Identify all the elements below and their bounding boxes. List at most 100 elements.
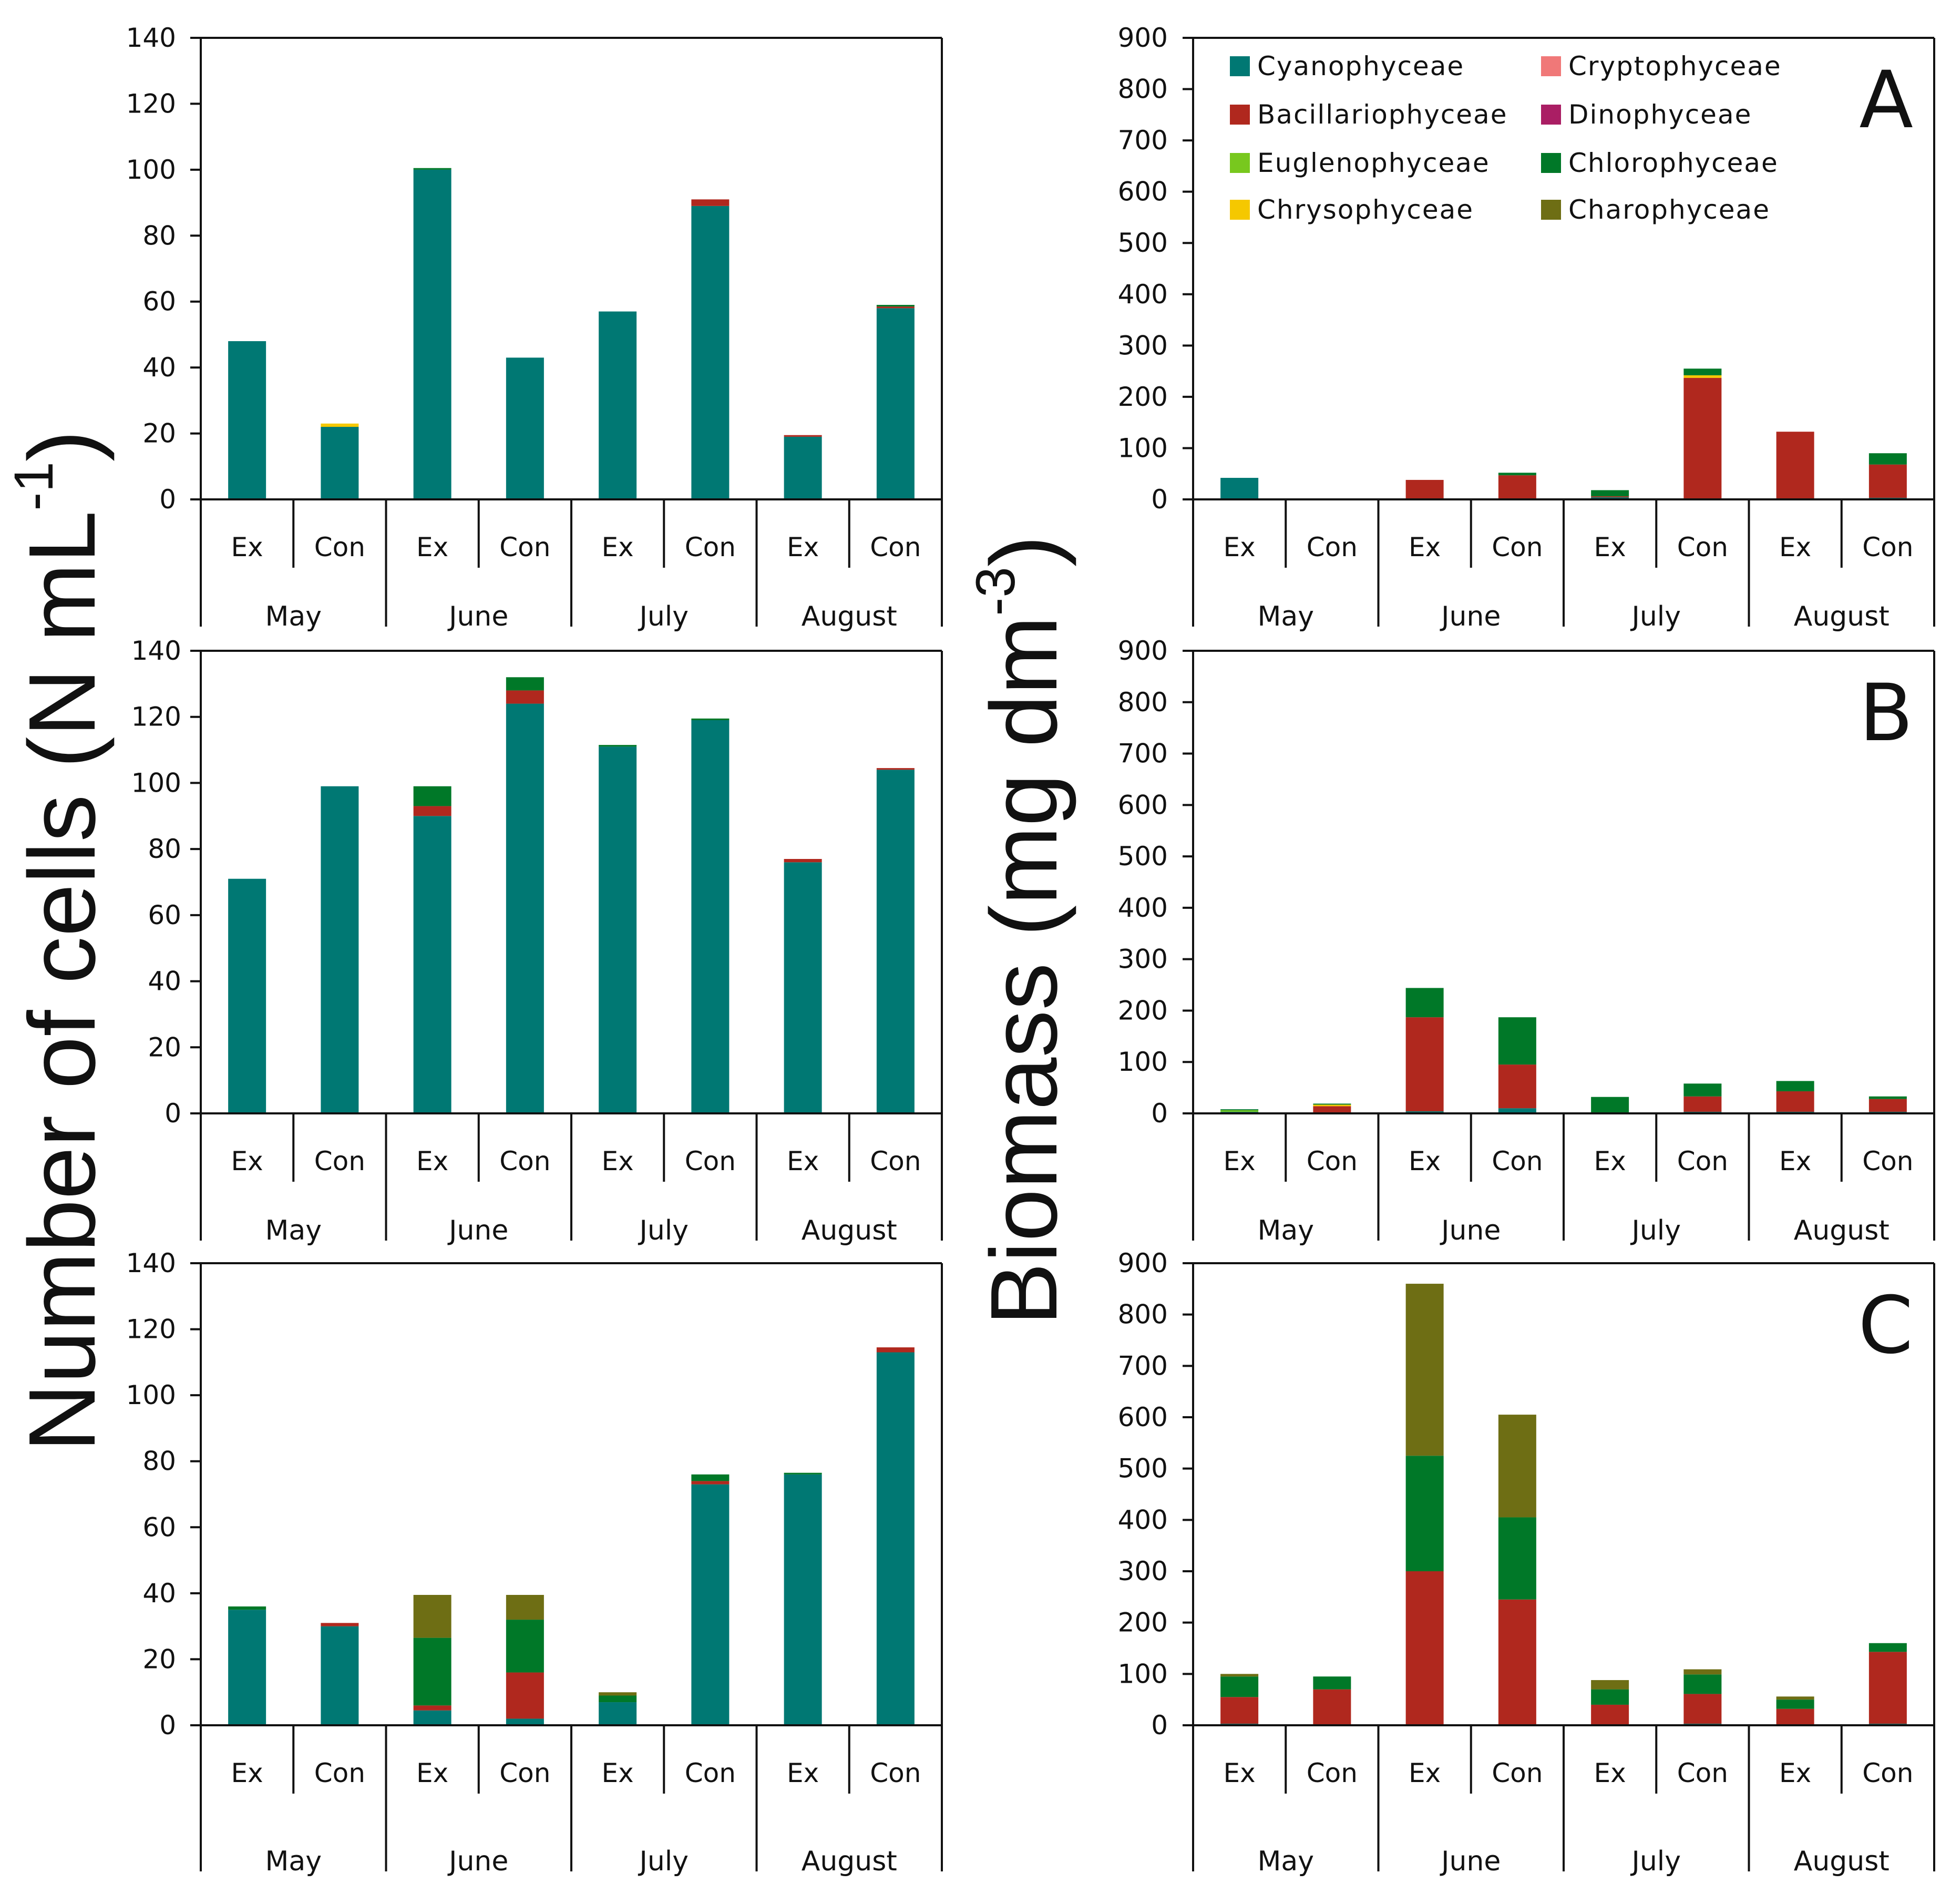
x-group-label: July	[1630, 1215, 1681, 1246]
x-group-label: July	[638, 1846, 689, 1877]
bar-chlorophyceae-8	[1868, 1643, 1907, 1652]
y-tick-label: 100	[131, 767, 181, 798]
legend-label: Cyanophyceae	[1257, 51, 1464, 81]
x-category-label: Ex	[787, 1146, 819, 1176]
legend-item: Euglenophyceae	[1230, 148, 1490, 178]
bar-bacillariophyceae-3	[413, 806, 451, 816]
bar-bacillariophyceae-8	[876, 1347, 915, 1353]
x-category-label: Ex	[1779, 532, 1811, 562]
y-tick-label: 0	[165, 1098, 181, 1129]
legend-label: Euglenophyceae	[1257, 148, 1490, 178]
legend-item: Bacillariophyceae	[1230, 99, 1506, 130]
x-category-label: Ex	[602, 532, 634, 562]
y-tick-label: 60	[148, 900, 181, 930]
y-tick-label: 0	[159, 1710, 176, 1741]
y-tick-label: 100	[126, 155, 176, 185]
x-category-label: Ex	[231, 1758, 263, 1788]
legend-label: Dinophyceae	[1568, 99, 1752, 130]
y-tick-label: 0	[159, 484, 176, 515]
legend-swatch	[1541, 56, 1561, 76]
bar-cyanophyceae-8	[876, 770, 915, 1113]
y-tick-label: 800	[1118, 74, 1168, 105]
y-axis-label-biomass: Biomass (mg dm-3)	[965, 535, 1077, 1326]
bar-bacillariophyceae-2	[1313, 1106, 1351, 1113]
bar-chlorophyceae-1	[1220, 1109, 1259, 1111]
bar-cyanophyceae-7	[784, 436, 822, 499]
y-tick-label: 300	[1118, 944, 1168, 975]
bar-bacillariophyceae-6	[691, 199, 730, 206]
bar-charophyceae-1	[1220, 1674, 1259, 1677]
x-category-label: Con	[1677, 1758, 1728, 1788]
legend-swatch	[1230, 200, 1250, 220]
x-category-label: Ex	[1779, 1758, 1811, 1788]
bar-bacillariophyceae-4	[506, 690, 544, 704]
bar-cyanophyceae-2	[321, 786, 359, 1113]
legend-swatch	[1541, 105, 1561, 125]
x-category-label: Con	[499, 532, 550, 562]
x-group-label: June	[447, 1846, 508, 1877]
bar-chlorophyceae-6	[1683, 1674, 1722, 1694]
bar-chlorophyceae-6	[1683, 1083, 1722, 1097]
bar-bacillariophyceae-3	[1405, 479, 1444, 499]
x-category-label: Con	[314, 1146, 365, 1176]
x-group-label: July	[638, 1215, 689, 1246]
x-category-label: Ex	[1224, 1146, 1256, 1176]
y-label-cells-sup: -1	[3, 462, 65, 510]
bar-charophyceae-6	[1683, 1669, 1722, 1675]
x-category-label: Ex	[1594, 1146, 1626, 1176]
y-tick-label: 140	[131, 636, 181, 666]
y-tick-label: 40	[142, 352, 176, 383]
bar-cyanophyceae-6	[691, 206, 730, 499]
y-tick-label: 900	[1118, 23, 1168, 53]
x-category-label: Ex	[1779, 1146, 1811, 1176]
bar-cyanophyceae-1	[1220, 478, 1259, 499]
panels: 0 20 40 60 80 100 120 140 Ex Con Ex Con Ex Con Ex Con Ma…	[126, 23, 1935, 1877]
y-tick-label: 800	[1118, 687, 1168, 718]
bar-chlorophyceae-5	[599, 745, 637, 747]
y-tick-label: 700	[1118, 125, 1168, 156]
x-category-label: Con	[314, 532, 365, 562]
x-group-label: August	[802, 1846, 897, 1877]
bar-chlorophyceae-8	[876, 304, 915, 307]
chart-panel-6: 0 100 200 300 400 500 600 700 800 900 Ex Con Ex Con Ex…	[1118, 1248, 1935, 1877]
y-tick-label: 800	[1118, 1299, 1168, 1330]
x-category-label: Con	[1307, 1758, 1358, 1788]
bar-chlorophyceae-5	[1591, 490, 1629, 497]
x-category-label: Con	[685, 1758, 736, 1788]
y-tick-label: 200	[1118, 995, 1168, 1026]
y-tick-label: 120	[126, 1314, 176, 1345]
y-tick-label: 100	[126, 1380, 176, 1410]
x-category-label: Ex	[231, 1146, 263, 1176]
y-tick-label: 120	[131, 702, 181, 732]
y-tick-label: 140	[126, 23, 176, 53]
x-group-label: July	[1630, 1846, 1681, 1877]
legend: Cyanophyceae Bacillariophyceae Euglenophyc…	[1230, 51, 1781, 225]
x-category-label: Ex	[787, 1758, 819, 1788]
y-tick-label: 40	[142, 1578, 176, 1609]
x-category-label: Con	[1492, 532, 1543, 562]
bar-charophyceae-4	[1498, 1415, 1536, 1518]
y-tick-label: 100	[1118, 433, 1168, 463]
bar-cyanophyceae-4	[506, 357, 544, 499]
x-group-label: July	[638, 601, 689, 632]
y-tick-label: 900	[1118, 636, 1168, 666]
x-group-label: May	[265, 1846, 322, 1877]
x-category-label: Ex	[1594, 1758, 1626, 1788]
x-group-label: June	[447, 601, 508, 632]
x-category-label: Con	[870, 1146, 921, 1176]
bar-charophyceae-3	[1405, 1284, 1444, 1456]
bar-euglenophyceae-1	[1220, 1110, 1259, 1112]
chart-panel-5: 0 20 40 60 80 100 120 140 Ex Con Ex Con Ex Con Ex Con Ma…	[126, 1248, 943, 1877]
x-category-label: Ex	[1409, 1758, 1441, 1788]
y-tick-label: 400	[1118, 1504, 1168, 1535]
y-tick-label: 200	[1118, 382, 1168, 412]
x-group-label: May	[265, 1215, 322, 1246]
x-category-label: Con	[685, 1146, 736, 1176]
bar-chlorophyceae-3	[1405, 988, 1444, 1018]
y-tick-label: 40	[148, 966, 181, 997]
x-category-label: Con	[499, 1146, 550, 1176]
bar-cyanophyceae-3	[413, 1710, 451, 1725]
x-group-label: June	[447, 1215, 508, 1246]
bar-charophyceae-5	[1591, 1680, 1629, 1690]
x-category-label: Ex	[231, 532, 263, 562]
